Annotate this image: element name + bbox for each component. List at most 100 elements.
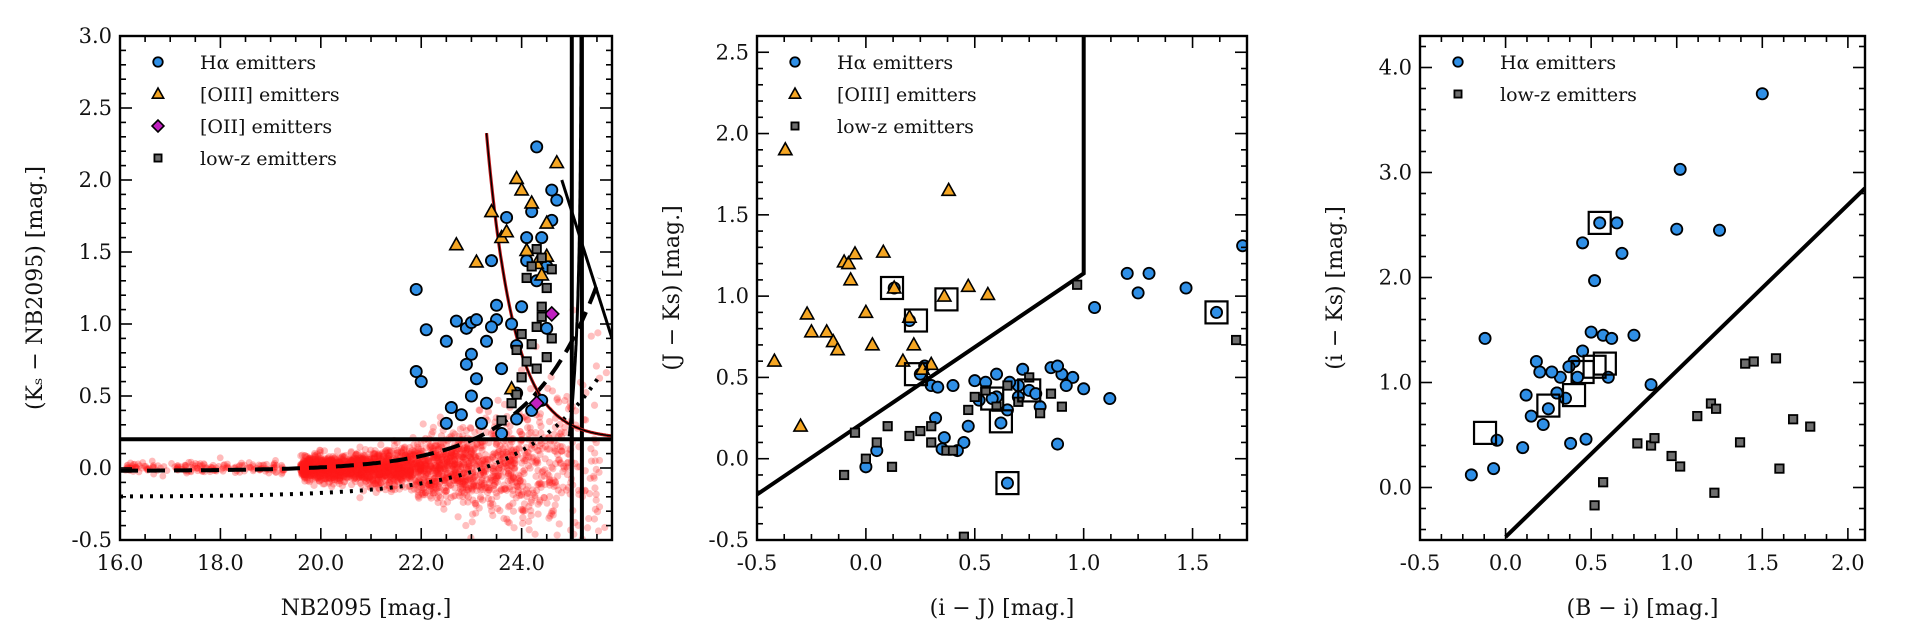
field-point	[410, 451, 418, 459]
data-point	[1545, 365, 1559, 379]
field-point	[524, 448, 532, 456]
field-point	[490, 486, 498, 494]
field-point	[458, 460, 466, 468]
field-point	[356, 460, 364, 468]
field-point	[472, 509, 480, 517]
field-point	[314, 452, 322, 461]
field-point	[536, 479, 544, 488]
x-tick-label: 0.5	[958, 551, 991, 575]
field-point	[503, 464, 511, 472]
field-point	[441, 453, 449, 461]
field-point	[516, 476, 525, 485]
field-point	[340, 453, 348, 461]
field-point	[458, 483, 467, 491]
field-point	[365, 450, 373, 458]
data-point	[968, 374, 982, 388]
field-point	[490, 449, 499, 457]
field-point	[357, 468, 365, 477]
axes-frame	[755, 34, 1249, 542]
field-point	[315, 476, 323, 484]
field-point	[358, 453, 366, 461]
field-point	[337, 454, 345, 462]
field-point	[298, 464, 306, 472]
field-point	[462, 451, 470, 459]
field-point	[490, 481, 498, 489]
field-point	[574, 463, 582, 471]
field-point	[329, 464, 338, 473]
field-point	[489, 453, 497, 462]
field-point	[529, 486, 537, 494]
field-point	[398, 467, 407, 475]
field-point	[534, 500, 542, 508]
field-point	[371, 471, 379, 479]
field-point	[558, 447, 566, 455]
field-point	[306, 456, 314, 464]
legend-marker	[1453, 89, 1463, 99]
field-point	[302, 458, 311, 466]
data-point	[1533, 365, 1547, 379]
field-point	[449, 492, 458, 500]
field-point	[319, 467, 327, 475]
field-point	[408, 464, 416, 472]
field-point	[471, 499, 480, 507]
field-point	[316, 477, 324, 485]
field-point	[378, 449, 387, 457]
field-point	[461, 480, 469, 488]
field-point	[364, 466, 372, 474]
field-point	[299, 464, 308, 473]
field-point	[324, 470, 332, 478]
field-point	[456, 425, 464, 433]
field-point	[410, 464, 418, 472]
field-point	[518, 490, 526, 498]
field-point	[361, 477, 370, 486]
field-point	[392, 449, 400, 457]
field-point	[416, 465, 424, 474]
field-point	[492, 489, 500, 497]
field-point	[300, 467, 308, 476]
field-point	[394, 464, 402, 473]
field-point	[520, 466, 529, 474]
field-point	[483, 455, 492, 464]
field-point	[358, 481, 366, 489]
field-point	[537, 439, 545, 448]
field-point	[462, 521, 470, 530]
field-point	[413, 459, 421, 467]
field-point	[588, 567, 595, 574]
field-point	[491, 462, 499, 471]
field-point	[454, 476, 463, 484]
panel-2: -0.5 0.0 0.5 1.0 1.5 -0.5 0.0 0.5 1.0 1.5 2.0 2.5 (i…	[660, 34, 1249, 621]
data-point	[1770, 353, 1782, 364]
field-point	[335, 468, 344, 476]
field-point	[447, 481, 455, 489]
field-point	[320, 459, 328, 467]
field-point	[336, 471, 344, 480]
field-point	[525, 462, 533, 470]
field-point	[396, 464, 404, 472]
field-point	[325, 468, 333, 476]
field-point	[378, 474, 386, 482]
data-point	[1748, 356, 1759, 367]
field-point	[525, 517, 533, 526]
field-point	[484, 456, 492, 464]
field-point	[306, 460, 315, 468]
field-point	[436, 465, 445, 474]
data-point	[1231, 334, 1242, 346]
field-point	[310, 459, 318, 467]
field-point	[425, 456, 433, 465]
field-point	[359, 465, 367, 473]
data-point	[1649, 433, 1660, 444]
field-point	[495, 447, 503, 456]
data-point	[1774, 463, 1785, 474]
field-point	[403, 461, 411, 469]
field-point	[420, 464, 428, 472]
field-point	[488, 496, 496, 504]
x-tick-label: 0.5	[1574, 551, 1607, 575]
field-point	[387, 487, 395, 496]
y-tick-label: 3.0	[1379, 161, 1412, 185]
field-point	[361, 445, 370, 454]
field-point	[454, 478, 462, 487]
field-point	[391, 469, 399, 477]
field-point	[461, 444, 469, 452]
field-point	[353, 455, 361, 464]
field-point	[406, 472, 414, 480]
